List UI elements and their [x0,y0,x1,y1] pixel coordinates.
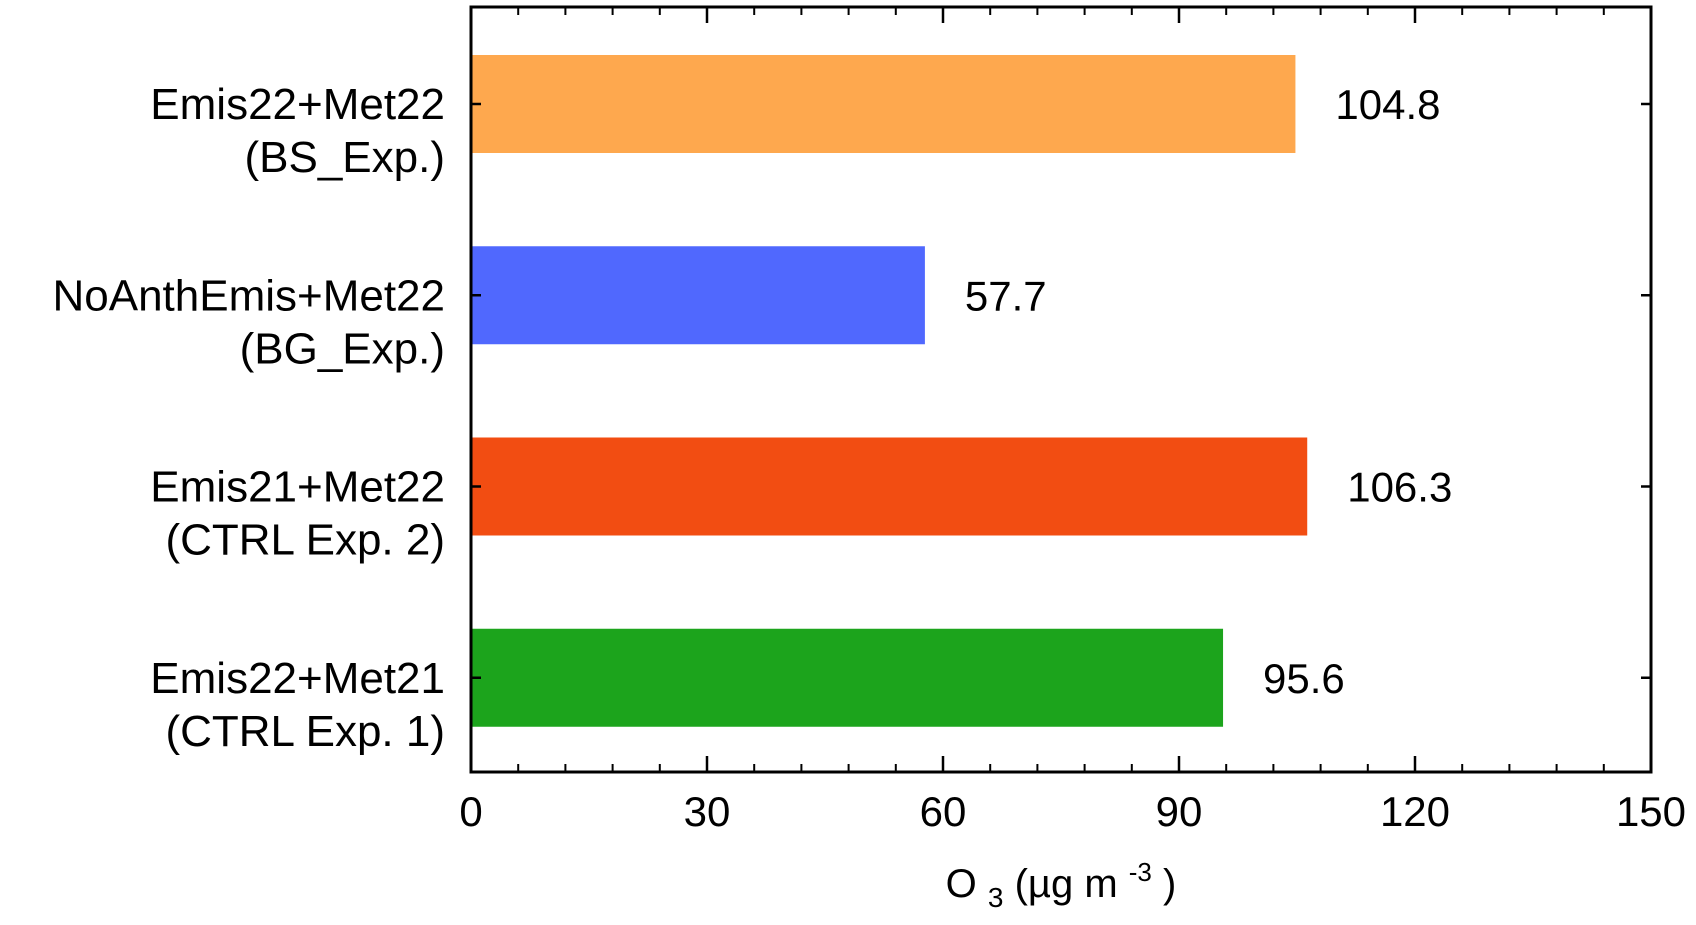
category-label-3-line1: Emis21+Met22 [150,463,445,512]
ticks-layer [469,7,1653,772]
x-tick-label-120: 120 [1380,788,1450,835]
x-tick-label-30: 30 [684,788,731,835]
x-tick-label-60: 60 [920,788,967,835]
value-label-4: 95.6 [1263,655,1345,702]
category-label-3-line2: (CTRL Exp. 2) [165,516,445,565]
x-axis-title-suffix: ) [1163,862,1176,906]
category-label-2-line1: NoAnthEmis+Met22 [52,271,445,320]
value-label-1: 104.8 [1335,81,1440,128]
category-label-2-line2: (BG_Exp.) [240,324,445,373]
x-tick-label-150: 150 [1616,788,1686,835]
value-labels-layer: 104.8 57.7 106.3 95.6 [965,81,1452,702]
bar-4 [471,628,1224,727]
category-label-4-line2: (CTRL Exp. 1) [165,707,445,756]
x-axis-title-prefix: O [946,862,977,906]
bar-3 [471,437,1308,536]
bars-layer [471,55,1308,727]
x-axis-title-middle: (µg m [1015,862,1118,906]
tick-labels-layer: 0 30 60 90 120 150 [459,788,1686,835]
x-tick-label-0: 0 [459,788,482,835]
x-axis-title: O 3 (µg m -3 ) [946,846,1177,916]
value-label-3: 106.3 [1347,464,1452,511]
category-labels-layer: Emis22+Met22(BS_Exp.) NoAnthEmis+Met22(BG… [52,80,445,756]
bar-2 [471,246,925,345]
value-label-2: 57.7 [965,272,1047,319]
x-tick-label-90: 90 [1156,788,1203,835]
bar-1 [471,55,1296,153]
x-axis-title-subscript: 3 [988,882,1004,913]
category-label-4-line1: Emis22+Met21 [150,654,445,703]
category-label-1-line1: Emis22+Met22 [150,80,445,129]
x-axis-title-superscript: -3 [1129,857,1152,887]
plot-frame [469,5,1653,774]
category-label-1-line2: (BS_Exp.) [244,133,445,182]
